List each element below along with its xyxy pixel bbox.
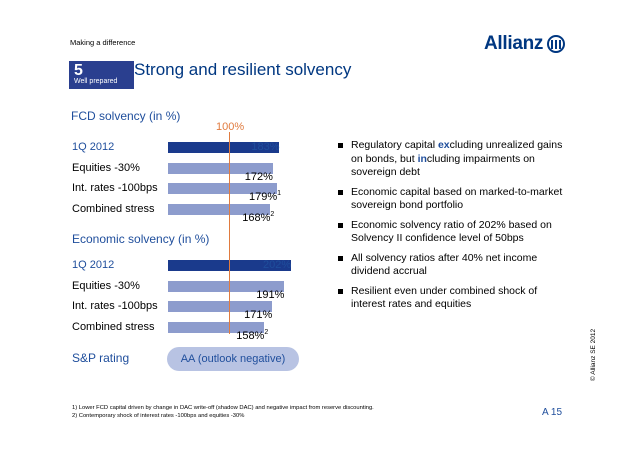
footnote-marker: 2 (270, 210, 275, 218)
bullet-highlight: ex (437, 139, 450, 151)
bullet-text: Resilient even under combined shock of i… (351, 284, 538, 311)
fcd-row-label: 1Q 2012 (72, 141, 115, 153)
footnote-1: 1) Lower FCD capital driven by change in… (72, 405, 374, 411)
economic-solvency-title: Economic solvency (in %) (72, 232, 210, 246)
fcd-bar (168, 162, 273, 174)
bullet-highlight: in (417, 152, 427, 165)
bullet-text: Regulatory capital (351, 139, 438, 151)
bullet-item: Resilient even under combined shock of i… (338, 285, 568, 312)
fcd-bar-value: 183% (251, 141, 280, 153)
economic-bar-value: 202% (262, 259, 292, 271)
fcd-bar (168, 183, 277, 194)
bullet-icon (338, 222, 343, 228)
sp-rating-label: S&P rating (72, 351, 130, 365)
chapter-label: Well prepared (74, 78, 118, 85)
fcd-bar-value: 168%2 (242, 210, 275, 224)
economic-row-label: Combined stress (72, 320, 155, 333)
fcd-row-label: Equities -30% (72, 161, 140, 174)
bullet-text: cluding unrealized gains on bonds, but (351, 139, 563, 165)
economic-bar-value: 171% (244, 309, 273, 321)
economic-row-label: Int. rates -100bps (72, 300, 158, 312)
footnote-marker: 2 (264, 328, 269, 336)
economic-bar-value: 191% (256, 288, 285, 301)
economic-bar-value: 158%2 (236, 328, 269, 342)
bullet-item: Economic capital based on marked-to-mark… (338, 186, 568, 213)
logo-text: Allianz (484, 33, 544, 54)
copyright: © Allianz SE 2012 (590, 328, 597, 381)
economic-bar (168, 321, 265, 333)
fcd-bar-value: 179%1 (248, 190, 282, 203)
economic-row-label: 1Q 2012 (72, 259, 115, 271)
fcd-row-label: Int. rates -100bps (72, 182, 158, 194)
sp-rating-value: AA (outlook negative) (180, 353, 286, 365)
chapter-number: 5 (74, 62, 83, 79)
bullet-icon (338, 189, 343, 195)
bullet-icon (338, 288, 343, 294)
topline: Making a difference (70, 38, 136, 47)
bullet-list: Regulatory capital excluding unrealized … (338, 139, 568, 318)
chapter-box: 5 Well prepared (69, 61, 134, 89)
bullet-text: cluding impairments on sovereign debt (351, 152, 535, 179)
economic-row-label: Equities -30% (72, 279, 140, 292)
bullet-text: All solvency ratios after 40% net income… (351, 251, 538, 278)
reference-label: 100% (216, 121, 245, 133)
bullet-item: Regulatory capital excluding unrealized … (338, 139, 568, 180)
eagle-mark-icon (547, 35, 566, 53)
economic-bar (168, 301, 273, 312)
fcd-row-label: Combined stress (72, 202, 155, 215)
fcd-solvency-title: FCD solvency (in %) (71, 109, 181, 123)
bullet-item: All solvency ratios after 40% net income… (338, 252, 568, 279)
page-number: A 15 (542, 407, 563, 418)
fcd-bar-value: 172% (244, 170, 273, 183)
sp-rating-badge: AA (outlook negative) (167, 347, 299, 371)
bullet-item: Economic solvency ratio of 202% based on… (338, 219, 568, 246)
bullet-icon (338, 143, 343, 148)
footnote-2: 2) Contemporary shock of interest rates … (72, 413, 245, 419)
reference-line (229, 132, 230, 334)
bullet-text: Economic capital based on marked-to-mark… (351, 185, 563, 212)
slide-title: Strong and resilient solvency (134, 60, 352, 79)
bullet-text: Economic solvency ratio of 202% based on… (351, 218, 552, 245)
economic-bar (168, 280, 285, 292)
fcd-bar (168, 142, 280, 153)
allianz-logo: Allianz (484, 33, 566, 55)
fcd-bar (168, 203, 271, 215)
footnote-marker: 1 (277, 190, 282, 197)
footnotes: 1) Lower FCD capital driven by change in… (72, 404, 374, 420)
bullet-icon (338, 255, 343, 261)
